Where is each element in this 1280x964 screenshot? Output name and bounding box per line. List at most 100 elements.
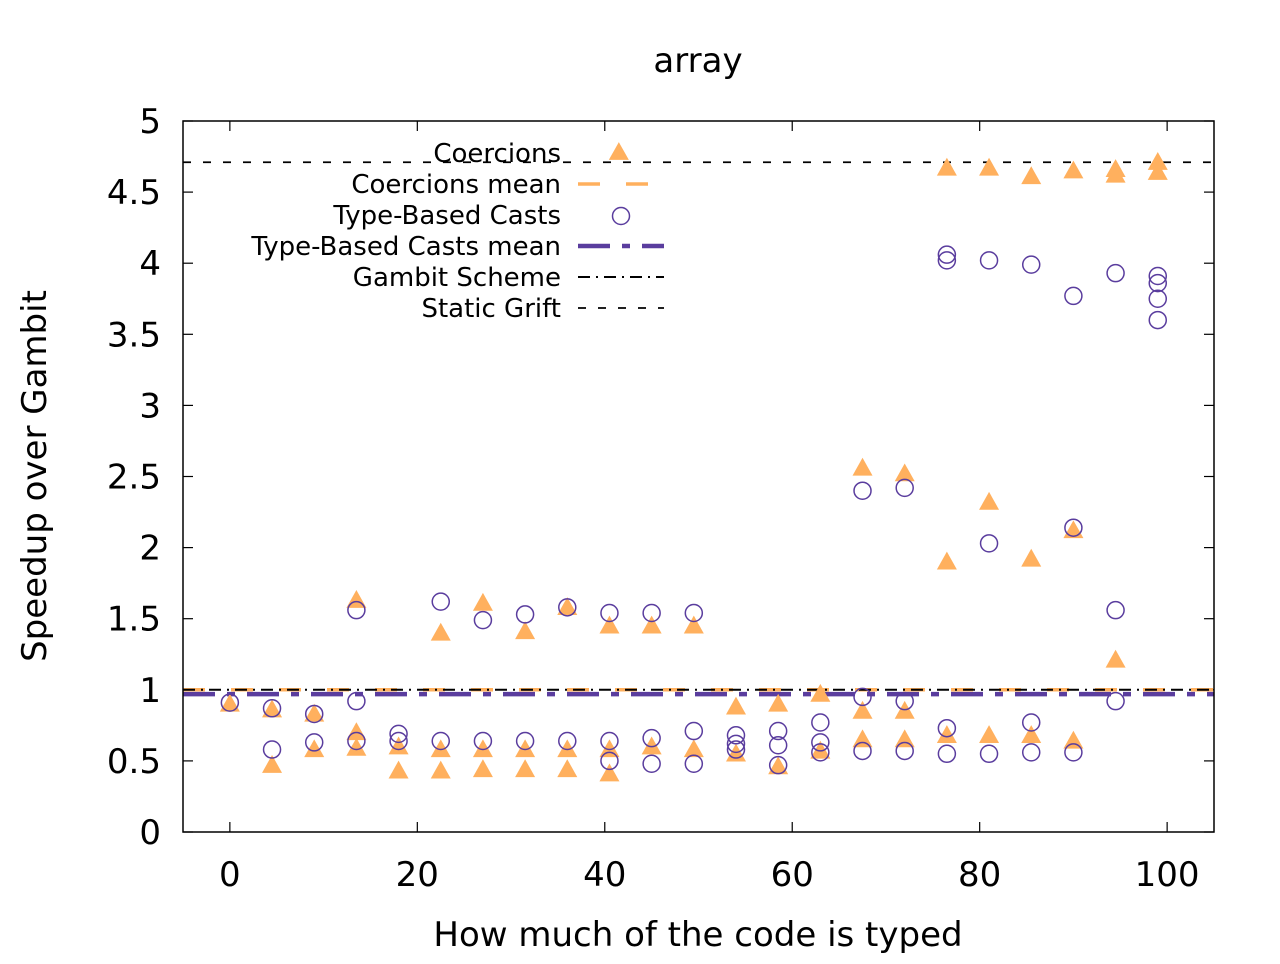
triangle-marker — [1147, 152, 1168, 170]
y-tick-label: 0 — [139, 813, 161, 853]
circle-marker — [853, 741, 872, 761]
x-axis-label: How much of the code is typed — [433, 915, 962, 955]
triangle-marker — [810, 683, 831, 702]
chart-title: array — [653, 41, 742, 81]
circle-marker — [515, 605, 535, 624]
circle-marker — [937, 245, 957, 264]
circle-marker — [431, 731, 450, 751]
circle-marker — [347, 600, 366, 620]
triangle-marker — [683, 615, 704, 634]
triangle-marker — [1021, 166, 1042, 185]
circle-marker — [726, 726, 746, 745]
circle-marker — [304, 704, 324, 724]
circle-marker — [558, 731, 577, 751]
circle-marker — [1106, 691, 1125, 711]
triangle-marker — [1105, 649, 1126, 668]
circle-marker — [642, 603, 661, 623]
triangle-marker — [599, 615, 620, 634]
circle-marker — [895, 691, 914, 711]
triangle-marker — [936, 157, 957, 176]
circle-marker — [1021, 743, 1041, 762]
circle-marker — [220, 693, 240, 712]
data-points — [219, 142, 1168, 782]
triangle-marker — [1063, 730, 1084, 749]
legend-label: Coercions mean — [351, 170, 561, 200]
triangle-marker — [304, 739, 325, 758]
triangle-marker — [515, 739, 536, 758]
legend-label: Type-Based Casts mean — [250, 232, 561, 262]
circle-marker — [1148, 310, 1168, 330]
triangle-marker — [608, 142, 629, 160]
triangle-marker — [936, 551, 957, 570]
circle-marker — [262, 740, 282, 759]
circle-marker — [473, 731, 493, 751]
triangle-marker — [683, 739, 704, 758]
triangle-marker — [599, 739, 620, 758]
circle-marker — [642, 754, 661, 773]
triangle-marker — [346, 722, 367, 741]
triangle-marker — [979, 157, 1000, 176]
triangle-marker — [219, 693, 240, 712]
circle-marker — [811, 733, 830, 752]
triangle-marker — [641, 736, 662, 755]
triangle-marker — [388, 736, 409, 755]
circle-marker — [1148, 289, 1168, 308]
circle-marker — [1106, 600, 1125, 620]
triangle-marker — [430, 622, 451, 641]
circle-marker — [979, 251, 999, 270]
triangle-marker — [388, 760, 409, 779]
triangle-marker — [1105, 164, 1126, 183]
y-axis-label: Speedup over Gambit — [15, 290, 55, 662]
x-tick-label: 60 — [771, 855, 814, 895]
circle-marker — [853, 481, 872, 500]
circle-marker — [389, 731, 408, 751]
triangle-marker — [852, 457, 873, 476]
y-tick-label: 5 — [139, 102, 161, 142]
circle-marker — [684, 721, 704, 741]
legend-label: Coercions — [433, 139, 561, 169]
circle-marker — [347, 731, 366, 751]
circle-marker — [1148, 273, 1168, 293]
circle-marker — [853, 687, 872, 707]
circle-marker — [684, 754, 704, 773]
triangle-marker — [304, 703, 325, 722]
circle-marker — [979, 744, 999, 764]
circle-marker — [768, 755, 788, 775]
triangle-marker — [979, 491, 1000, 510]
circle-marker — [558, 598, 577, 617]
legend-label: Static Grift — [421, 294, 561, 324]
triangle-marker — [262, 699, 283, 718]
triangle-marker — [515, 759, 536, 778]
circle-marker — [611, 206, 631, 226]
triangle-marker — [262, 754, 283, 773]
circle-marker — [811, 713, 830, 732]
x-tick-label: 20 — [396, 855, 439, 895]
circle-marker — [1064, 286, 1083, 306]
x-tick-label: 80 — [958, 855, 1001, 895]
triangle-marker — [557, 739, 578, 758]
triangle-marker — [768, 693, 789, 712]
triangle-marker — [894, 729, 915, 748]
y-tick-label: 2.5 — [107, 458, 161, 498]
triangle-marker — [979, 725, 1000, 743]
triangle-marker — [768, 756, 789, 775]
triangle-marker — [1063, 160, 1084, 179]
circle-marker — [768, 736, 788, 755]
triangle-marker — [852, 729, 873, 748]
circle-marker — [684, 603, 704, 623]
y-tick-label: 0.5 — [107, 742, 161, 782]
triangle-marker — [472, 592, 493, 611]
triangle-marker — [1021, 548, 1042, 567]
circle-marker — [895, 741, 914, 761]
circle-marker — [811, 743, 830, 762]
circle-marker — [473, 610, 493, 630]
x-tick-label: 100 — [1135, 855, 1200, 895]
triangle-marker — [641, 615, 662, 634]
circle-marker — [515, 731, 535, 751]
y-tick-label: 3 — [139, 386, 161, 426]
triangle-marker — [1147, 161, 1168, 180]
